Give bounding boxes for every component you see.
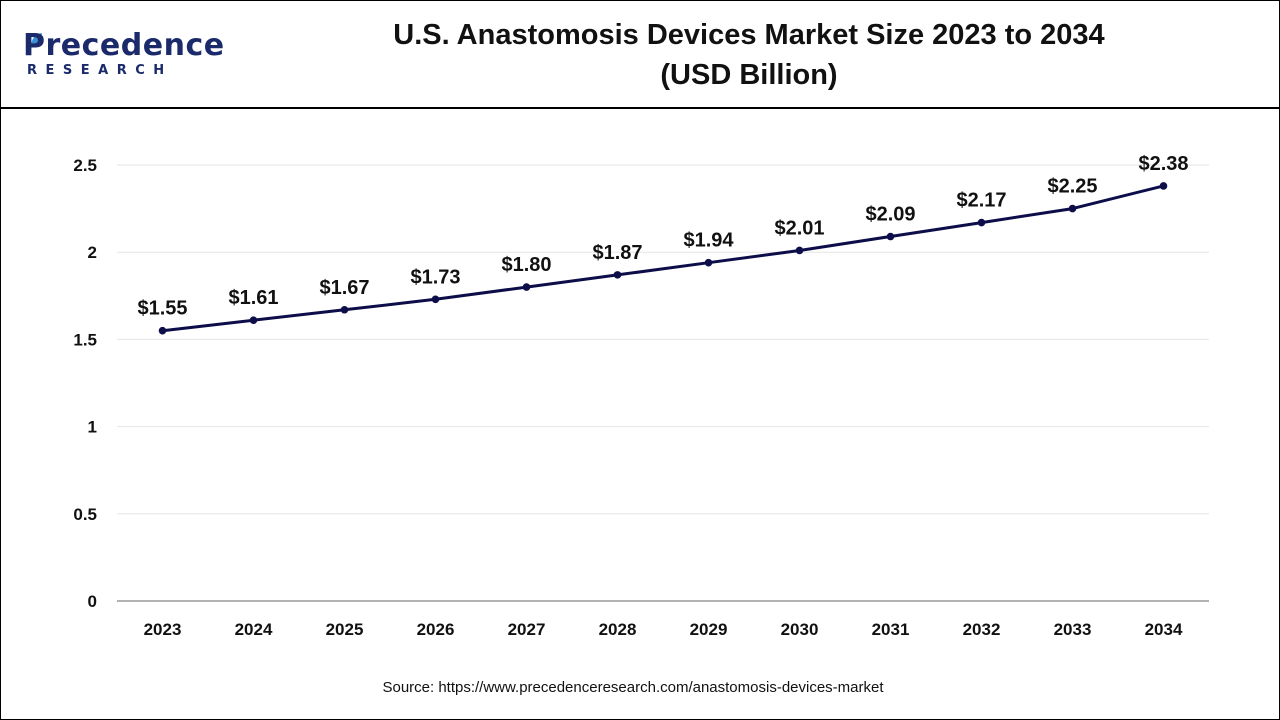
data-label: $1.94	[683, 230, 734, 252]
x-tick-label: 2034	[1145, 620, 1183, 639]
data-point	[795, 246, 804, 255]
x-tick-label: 2028	[599, 620, 637, 639]
grid-lines	[117, 164, 1209, 515]
leaf-icon	[31, 33, 42, 47]
chart-title-line1: U.S. Anastomosis Devices Market Size 202…	[393, 19, 1105, 51]
data-point	[1068, 204, 1077, 213]
data-point	[158, 326, 167, 335]
chart-title-line2: (USD Billion)	[660, 59, 838, 91]
x-tick-label: 2025	[326, 620, 364, 639]
data-label: $2.01	[774, 217, 824, 239]
data-labels: $1.55 $1.61 $1.67 $1.73 $1.80 $1.87 $1.94 $2.01…	[137, 153, 1188, 320]
x-tick-label: 2033	[1054, 620, 1092, 639]
data-label: $1.61	[228, 287, 278, 309]
source-note: Source: https://www.precedenceresearch.c…	[382, 679, 884, 696]
brand-name: Precedence	[23, 28, 225, 63]
data-label: $2.25	[1047, 176, 1097, 198]
x-tick-label: 2024	[235, 620, 273, 639]
y-tick-label: 1	[88, 418, 97, 437]
x-tick-label: 2031	[872, 620, 910, 639]
y-tick-label: 2.5	[73, 156, 97, 175]
data-point	[1159, 182, 1168, 190]
x-tick-label: 2023	[144, 620, 182, 639]
data-point	[613, 271, 622, 279]
data-point	[522, 283, 531, 291]
y-tick-label: 0	[88, 592, 97, 611]
header: Precedence RESEARCH U.S. Anastomosis Dev…	[1, 1, 1279, 109]
y-tick-label: 2	[88, 243, 97, 262]
x-tick-label: 2030	[781, 620, 819, 639]
x-tick-labels: 2023 2024 2025 2026 2027 2028 2029 2030 2031 2032…	[144, 620, 1183, 639]
data-label: $1.80	[501, 254, 551, 276]
x-tick-label: 2032	[963, 620, 1001, 639]
chart-title: U.S. Anastomosis Devices Market Size 202…	[301, 15, 1197, 95]
data-label: $1.55	[137, 298, 187, 320]
data-label: $2.09	[865, 204, 915, 226]
data-label: $1.87	[592, 242, 642, 264]
series-line	[162, 184, 1164, 333]
y-tick-label: 0.5	[73, 505, 97, 524]
series-line-path	[162, 184, 1164, 333]
x-tick-label: 2027	[508, 620, 546, 639]
data-points	[158, 182, 1168, 335]
data-point	[340, 305, 349, 314]
y-tick-labels: 0 0.5 1 1.5 2 2.5	[73, 156, 97, 611]
data-point	[977, 218, 986, 227]
data-label: $1.73	[410, 266, 460, 288]
data-label: $1.67	[319, 277, 369, 299]
data-point	[704, 258, 713, 267]
x-tick-label: 2029	[690, 620, 728, 639]
data-label: $2.17	[956, 190, 1006, 212]
x-tick-label: 2026	[417, 620, 455, 639]
brand-sub: RESEARCH	[27, 63, 173, 78]
data-label: $2.38	[1138, 153, 1188, 175]
data-point	[249, 316, 258, 325]
brand-logo: Precedence RESEARCH	[23, 28, 225, 89]
y-tick-label: 1.5	[73, 330, 97, 349]
data-point	[886, 232, 895, 241]
data-point	[431, 295, 440, 304]
